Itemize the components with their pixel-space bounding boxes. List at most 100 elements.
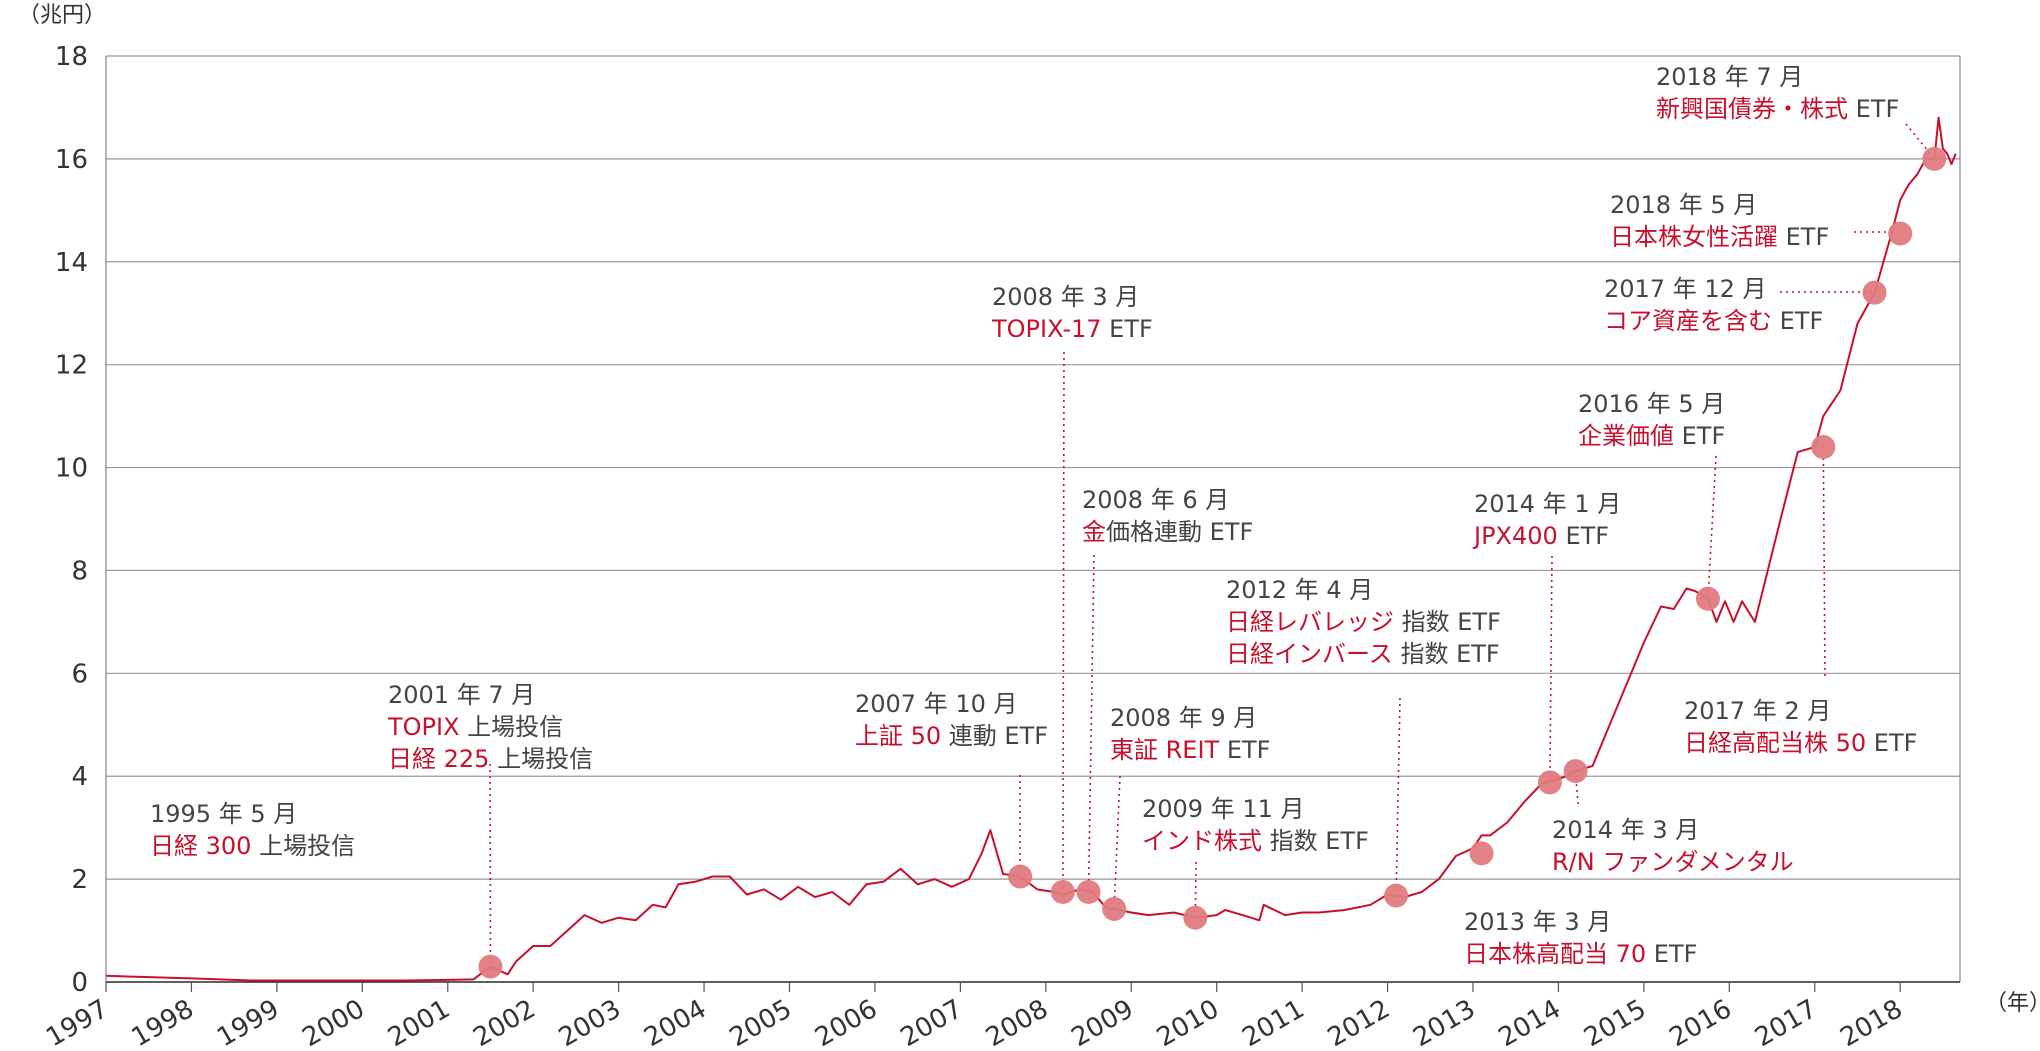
product-name: 日経レバレッジ <box>1226 608 1394 636</box>
annotation-date: 2016 年 5 月 <box>1578 390 1725 418</box>
product-suffix: ETF <box>1219 736 1270 764</box>
product-name: JPX400 <box>1472 522 1558 550</box>
x-tick-label: 2000 <box>298 994 370 1051</box>
x-tick-label: 2009 <box>1066 994 1138 1051</box>
series-line <box>105 116 1957 982</box>
annotation-line: 東証 REIT ETF <box>1110 736 1270 764</box>
x-tick-label: 2015 <box>1579 994 1651 1051</box>
launch-marker <box>1008 864 1033 889</box>
x-tick-label: 1997 <box>41 994 113 1051</box>
product-name: TOPIX <box>387 713 460 741</box>
annotation-date: 2008 年 9 月 <box>1110 704 1257 732</box>
annotation-line: 企業価値 ETF <box>1578 422 1725 450</box>
annotation-leader <box>1549 555 1553 783</box>
x-tick-label: 2008 <box>981 994 1053 1051</box>
x-tick-label: 2017 <box>1750 994 1822 1051</box>
launch-marker <box>1563 759 1588 784</box>
product-suffix: 上場投信 <box>251 832 355 860</box>
annotation: 2014 年 3 月 R/N ファンダメンタル <box>1552 816 1794 876</box>
annotation-date: 1995 年 5 月 <box>150 800 297 828</box>
x-tick-label: 1999 <box>212 994 284 1051</box>
annotation-date: 2007 年 10 月 <box>855 690 1018 718</box>
annotation-line: TOPIX 上場投信 <box>387 713 563 741</box>
product-name: 日経インバース <box>1226 640 1393 668</box>
product-name: コア資産を含む <box>1604 307 1772 335</box>
annotation-line: 金価格連動 ETF <box>1082 518 1253 546</box>
product-name: R/N ファンダメンタル <box>1552 848 1794 876</box>
launch-marker <box>1862 280 1887 305</box>
x-tick-label: 2006 <box>810 994 882 1051</box>
annotation-date: 2017 年 12 月 <box>1604 275 1767 303</box>
annotation-leader <box>1780 291 1876 293</box>
product-suffix: ETF <box>1102 315 1153 343</box>
x-tick-label: 2002 <box>468 994 540 1051</box>
y-tick-label: 18 <box>55 42 88 72</box>
annotation-line: 日経 225 上場投信 <box>388 745 593 773</box>
y-tick-label: 16 <box>55 145 88 175</box>
product-suffix: ETF <box>1674 422 1725 450</box>
product-name: TOPIX-17 <box>991 315 1102 343</box>
annotation: 2008 年 3 月 TOPIX-17 ETF <box>991 283 1153 343</box>
launch-marker <box>1469 841 1494 866</box>
x-tick-label: 2014 <box>1494 994 1566 1051</box>
gridlines <box>106 55 1960 983</box>
y-tick-label: 2 <box>71 865 88 895</box>
x-axis-unit: （年） <box>1985 991 2040 1016</box>
product-name: 日本株女性活躍 <box>1610 223 1778 251</box>
annotation: 2008 年 9 月東証 REIT ETF <box>1110 704 1270 764</box>
annotation-layer: 1995 年 5 月日経 300 上場投信 2001 年 7 月 TOPIX 上場投… <box>150 63 1917 968</box>
x-tick-label: 2004 <box>639 994 711 1051</box>
product-name: 日本株高配当 70 <box>1464 940 1646 968</box>
product-suffix: 指数 ETF <box>1394 608 1501 636</box>
annotation-date: 2001 年 7 月 <box>388 681 535 709</box>
launch-marker <box>1076 879 1101 904</box>
product-suffix: ETF <box>1558 522 1609 550</box>
product-name: 日経 225 <box>388 745 489 773</box>
annotation-line: インド株式 指数 ETF <box>1142 827 1369 855</box>
product-name: 日経 300 <box>150 832 251 860</box>
y-tick-label: 6 <box>71 659 88 689</box>
annotation-line: コア資産を含む ETF <box>1604 307 1823 335</box>
product-suffix: ETF <box>1866 729 1917 757</box>
y-tick-label: 0 <box>71 968 88 998</box>
launch-marker <box>1695 586 1720 611</box>
launch-marker <box>1888 221 1913 246</box>
product-suffix: ETF <box>1772 307 1823 335</box>
product-suffix: 指数 ETF <box>1262 827 1369 855</box>
annotation-leader <box>1087 554 1095 892</box>
annotation-leader <box>1395 697 1401 896</box>
x-tick-label: 2011 <box>1237 994 1309 1051</box>
y-axis-unit: （兆円） <box>18 3 106 28</box>
product-suffix: ETF <box>1646 940 1697 968</box>
marker-layer <box>478 146 1947 979</box>
product-name: 日経高配当株 50 <box>1684 729 1866 757</box>
product-name: 新興国債券・株式 <box>1656 95 1848 123</box>
y-tick-label: 4 <box>71 762 88 792</box>
annotation-line: R/N ファンダメンタル <box>1552 848 1794 876</box>
annotation-line: TOPIX-17 ETF <box>991 315 1153 343</box>
annotation-date: 2013 年 3 月 <box>1464 908 1611 936</box>
product-suffix: ETF <box>1778 223 1829 251</box>
x-axis-ticks: 1997 1998 1999 2000 2001 2002 2003 2004 2005 2006… <box>41 982 1908 1051</box>
annotation-leader <box>1822 446 1826 677</box>
product-suffix: 連動 ETF <box>941 722 1048 750</box>
series-layer <box>105 116 1957 982</box>
product-name: インド株式 <box>1142 827 1262 855</box>
x-tick-label: 2003 <box>554 994 626 1051</box>
y-tick-label: 8 <box>71 556 88 586</box>
launch-marker <box>1537 770 1562 795</box>
annotation-date: 2018 年 7 月 <box>1656 63 1803 91</box>
x-tick-label: 2016 <box>1665 994 1737 1051</box>
annotation: 2007 年 10 月上証 50 連動 ETF <box>855 690 1048 750</box>
annotation-line: 日経レバレッジ 指数 ETF <box>1226 608 1501 636</box>
annotation-leader <box>1113 775 1121 909</box>
product-name: 東証 REIT <box>1110 736 1220 764</box>
launch-marker <box>1922 146 1947 171</box>
